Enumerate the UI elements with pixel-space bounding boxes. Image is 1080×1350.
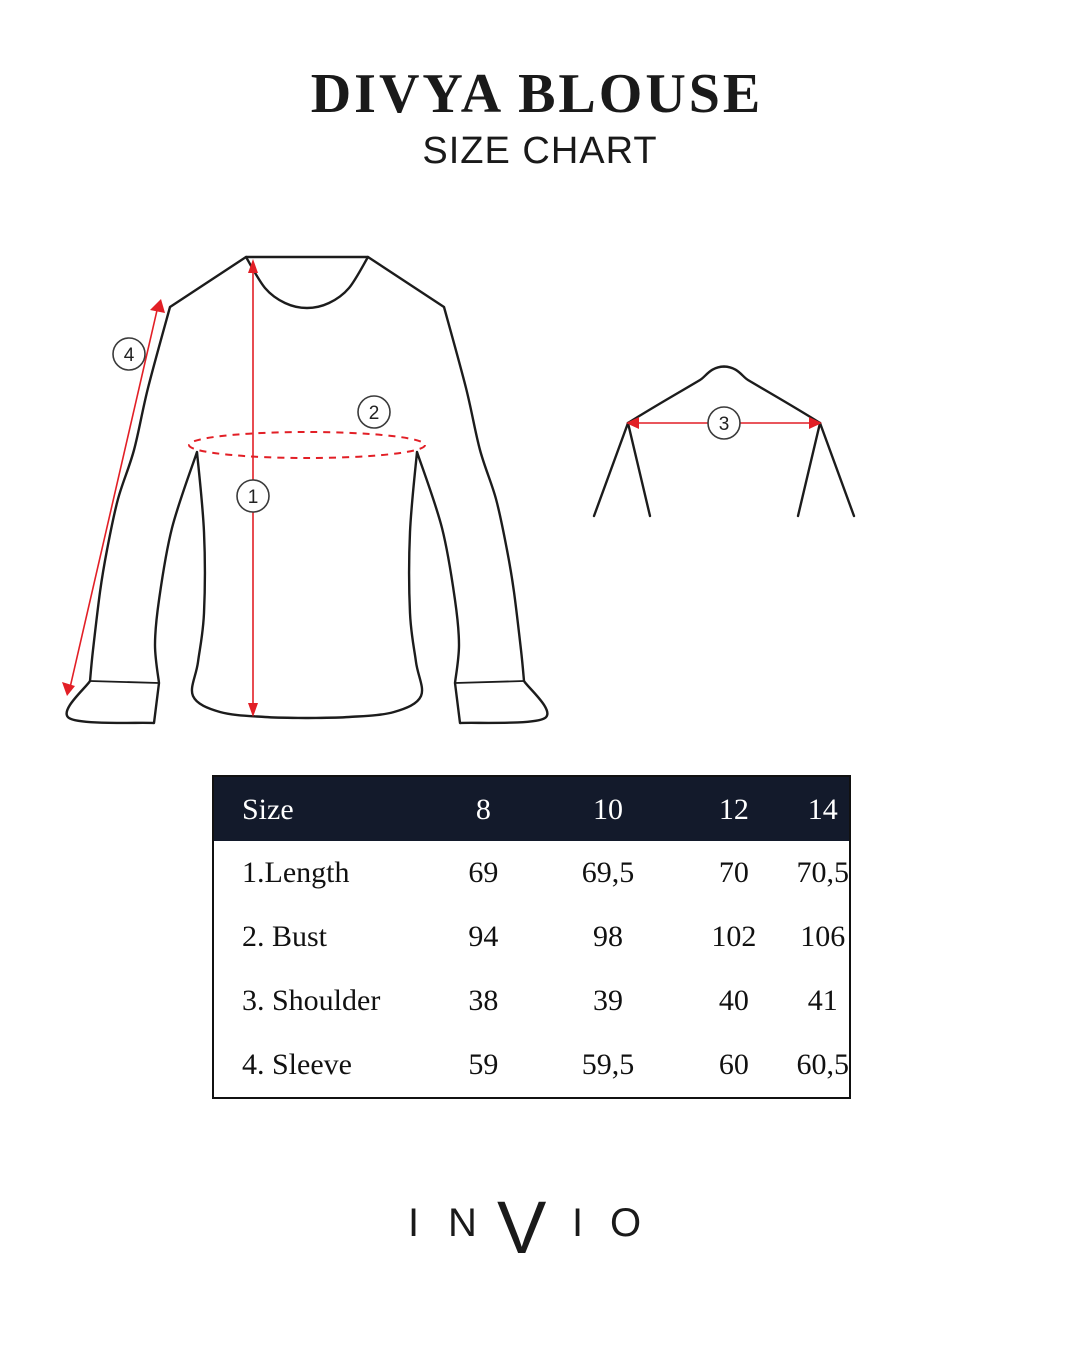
svg-text:2: 2 (369, 403, 380, 424)
svg-text:4: 4 (124, 345, 135, 366)
svg-text:3: 3 (719, 414, 730, 435)
svg-text:1: 1 (248, 487, 259, 508)
